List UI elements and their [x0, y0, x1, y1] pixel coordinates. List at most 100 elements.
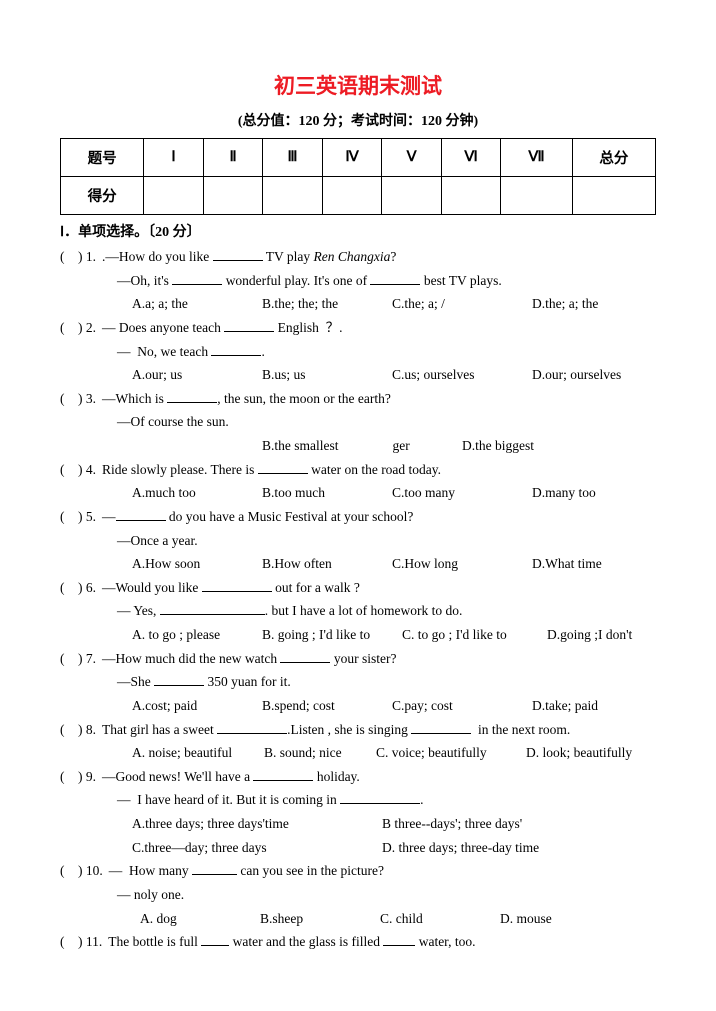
paren-left: (	[60, 930, 78, 954]
paren-left: (	[60, 765, 78, 789]
question-stem: —Good news! We'll have a holiday.	[102, 765, 656, 789]
score-cell	[322, 177, 382, 215]
option: B. going ; I'd like to	[262, 623, 402, 647]
question-row: ( ) 4. Ride slowly please. There is wate…	[60, 458, 656, 482]
score-cell	[144, 177, 204, 215]
question-row: ( ) 2. — Does anyone teach English ？.	[60, 316, 656, 340]
option	[132, 434, 262, 458]
question-cont: — No, we teach .	[60, 340, 656, 364]
score-cell	[382, 177, 442, 215]
score-cell	[441, 177, 501, 215]
options-row: A. to go ; please B. going ; I'd like to…	[60, 623, 656, 647]
col-header: Ⅲ	[263, 139, 323, 177]
option: B.too much	[262, 481, 392, 505]
col-header: Ⅱ	[203, 139, 263, 177]
option: B.sheep	[260, 907, 380, 931]
col-header: Ⅰ	[144, 139, 204, 177]
score-cell	[263, 177, 323, 215]
col-header: Ⅴ	[382, 139, 442, 177]
score-value-row: 得分	[61, 177, 656, 215]
option: C.the; a; /	[392, 292, 532, 316]
option: B.spend; cost	[262, 694, 392, 718]
option: D.take; paid	[532, 694, 598, 718]
page-title: 初三英语期末测试	[60, 70, 656, 100]
option: A. to go ; please	[132, 623, 262, 647]
paren-right: ) 11.	[78, 930, 102, 954]
question-row: ( ) 6. —Would you like out for a walk ?	[60, 576, 656, 600]
paren-right: ) 4.	[78, 458, 96, 482]
page-subtitle: (总分值：120 分；考试时间：120 分钟)	[60, 110, 656, 130]
col-header: Ⅳ	[322, 139, 382, 177]
option: B.How often	[262, 552, 392, 576]
score-table: 题号 Ⅰ Ⅱ Ⅲ Ⅳ Ⅴ Ⅵ Ⅶ 总分 得分	[60, 138, 656, 215]
question-cont: —Once a year.	[60, 529, 656, 553]
option: B.us; us	[262, 363, 392, 387]
paren-left: (	[60, 576, 78, 600]
paren-left: (	[60, 859, 78, 883]
paren-left: (	[60, 387, 78, 411]
option: C.three—day; three days	[132, 836, 382, 860]
paren-right: ) 6.	[78, 576, 96, 600]
question-list: ( ) 1. .—How do you like TV play Ren Cha…	[60, 245, 656, 954]
option: D.our; ourselves	[532, 363, 621, 387]
option: A.a; a; the	[132, 292, 262, 316]
options-row: A.a; a; the B.the; the; the C.the; a; / …	[60, 292, 656, 316]
paren-right: ) 5.	[78, 505, 96, 529]
question-stem: — do you have a Music Festival at your s…	[102, 505, 656, 529]
options-row: A.How soon B.How often C.How long D.What…	[60, 552, 656, 576]
paren-right: ) 9.	[78, 765, 96, 789]
question-stem: .—How do you like TV play Ren Changxia?	[102, 245, 656, 269]
question-stem: —Which is , the sun, the moon or the ear…	[102, 387, 656, 411]
option: C. voice; beautifully	[376, 741, 526, 765]
paren-left: (	[60, 505, 78, 529]
question-stem: —Would you like out for a walk ?	[102, 576, 656, 600]
options-row: C.three—day; three days D. three days; t…	[60, 836, 656, 860]
row-label: 得分	[61, 177, 144, 215]
options-row: B.the smallest ger D.the biggest	[60, 434, 656, 458]
question-row: ( ) 1. .—How do you like TV play Ren Cha…	[60, 245, 656, 269]
question-cont: —Of course the sun.	[60, 410, 656, 434]
paren-right: ) 8.	[78, 718, 96, 742]
option: D.the biggest	[462, 434, 534, 458]
question-row: ( ) 3. —Which is , the sun, the moon or …	[60, 387, 656, 411]
option: B. sound; nice	[264, 741, 376, 765]
question-cont: —Oh, it's wonderful play. It's one of be…	[60, 269, 656, 293]
question-row: ( ) 7. —How much did the new watch your …	[60, 647, 656, 671]
question-cont: — I have heard of it. But it is coming i…	[60, 788, 656, 812]
option: A. noise; beautiful	[132, 741, 264, 765]
option: D.many too	[532, 481, 596, 505]
option: A. dog	[140, 907, 260, 931]
italic-title: Ren Changxia	[314, 249, 391, 264]
paren-right: ) 10.	[78, 859, 103, 883]
option: C.How long	[392, 552, 532, 576]
option: C.too many	[392, 481, 532, 505]
question-row: ( ) 5. — do you have a Music Festival at…	[60, 505, 656, 529]
option: D.going ;I don't	[547, 623, 632, 647]
paren-left: (	[60, 718, 78, 742]
paren-left: (	[60, 316, 78, 340]
question-row: ( ) 10. — How many can you see in the pi…	[60, 859, 656, 883]
option: D. look; beautifully	[526, 741, 632, 765]
question-row: ( ) 11. The bottle is full water and the…	[60, 930, 656, 954]
score-cell	[572, 177, 655, 215]
question-stem: —How much did the new watch your sister?	[102, 647, 656, 671]
option: C. to go ; I'd like to	[402, 623, 547, 647]
option: B three--days'; three days'	[382, 812, 522, 836]
options-row: A.our; us B.us; us C.us; ourselves D.our…	[60, 363, 656, 387]
question-cont: — noly one.	[60, 883, 656, 907]
question-stem: — Does anyone teach English ？.	[102, 316, 656, 340]
score-cell	[203, 177, 263, 215]
option: A.three days; three days'time	[132, 812, 382, 836]
col-header: Ⅶ	[501, 139, 572, 177]
options-row: A.cost; paid B.spend; cost C.pay; cost D…	[60, 694, 656, 718]
section-heading: Ⅰ．单项选择。〔20 分〕	[60, 221, 656, 241]
option: D.the; a; the	[532, 292, 598, 316]
col-header: 总分	[572, 139, 655, 177]
option: C.us; ourselves	[392, 363, 532, 387]
score-cell	[501, 177, 572, 215]
options-row: A.three days; three days'time B three--d…	[60, 812, 656, 836]
option: C.pay; cost	[392, 694, 532, 718]
paren-left: (	[60, 647, 78, 671]
options-row: A. dog B.sheep C. child D. mouse	[60, 907, 656, 931]
option: A.our; us	[132, 363, 262, 387]
